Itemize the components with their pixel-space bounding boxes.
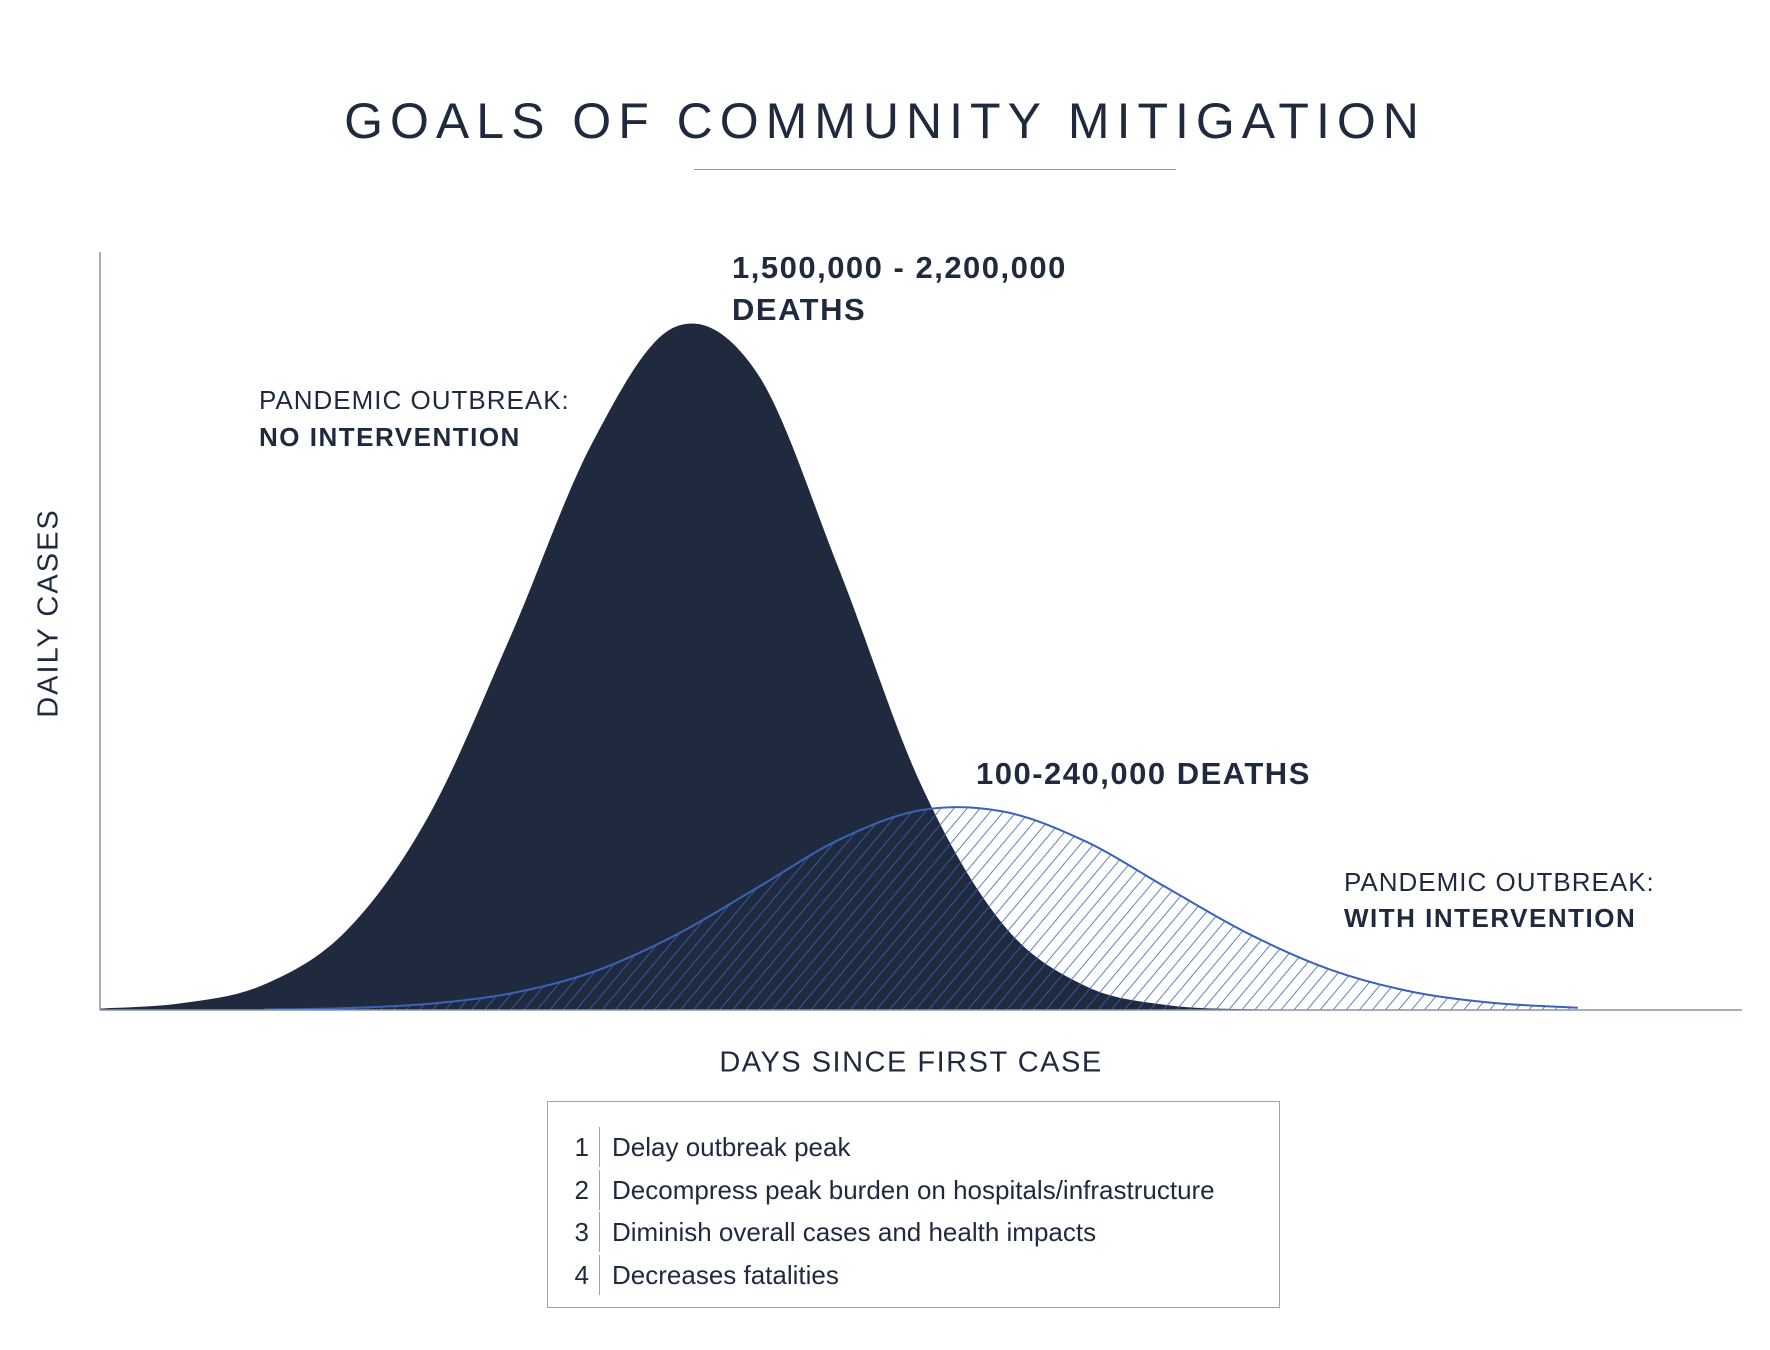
annotation-no-intervention-deaths-unit: DEATHS — [732, 292, 867, 327]
line-with-intervention — [264, 806, 1578, 1011]
legend-item-number: 4 — [548, 1255, 600, 1295]
legend-item: 1 Delay outbreak peak — [548, 1127, 850, 1167]
legend-item-text: Delay outbreak peak — [612, 1131, 851, 1162]
legend-item-text: Diminish overall cases and health impact… — [612, 1216, 1097, 1247]
annotation-no-intervention-deaths: 1,500,000 - 2,200,000 — [732, 250, 1067, 285]
legend-item: 2 Decompress peak burden on hospitals/in… — [548, 1170, 1215, 1210]
goals-legend: 1 Delay outbreak peak 2 Decompress peak … — [547, 1101, 1280, 1308]
legend-item-number: 2 — [548, 1170, 600, 1210]
legend-item: 3 Diminish overall cases and health impa… — [548, 1212, 1096, 1252]
annotation-with-intervention-deaths: 100-240,000 DEATHS — [976, 756, 1311, 791]
legend-item-number: 1 — [548, 1127, 600, 1167]
label-with-intervention-title: PANDEMIC OUTBREAK: — [1344, 867, 1655, 897]
legend-item-text: Decreases fatalities — [612, 1259, 839, 1290]
y-axis-label: DAILY CASES — [32, 508, 65, 718]
chart-title: GOALS OF COMMUNITY MITIGATION — [344, 93, 1426, 149]
label-no-intervention-title: PANDEMIC OUTBREAK: — [259, 385, 570, 415]
label-no-intervention: NO INTERVENTION — [259, 422, 521, 452]
label-with-intervention: WITH INTERVENTION — [1344, 903, 1637, 933]
legend-item-number: 3 — [548, 1212, 600, 1252]
area-no-intervention — [100, 323, 1742, 1010]
title-underline — [694, 169, 1176, 170]
legend-item-text: Decompress peak burden on hospitals/infr… — [612, 1174, 1215, 1205]
x-axis-label: DAYS SINCE FIRST CASE — [719, 1046, 1103, 1079]
area-with-intervention-hatch — [264, 807, 1578, 1010]
legend-item: 4 Decreases fatalities — [548, 1255, 839, 1295]
